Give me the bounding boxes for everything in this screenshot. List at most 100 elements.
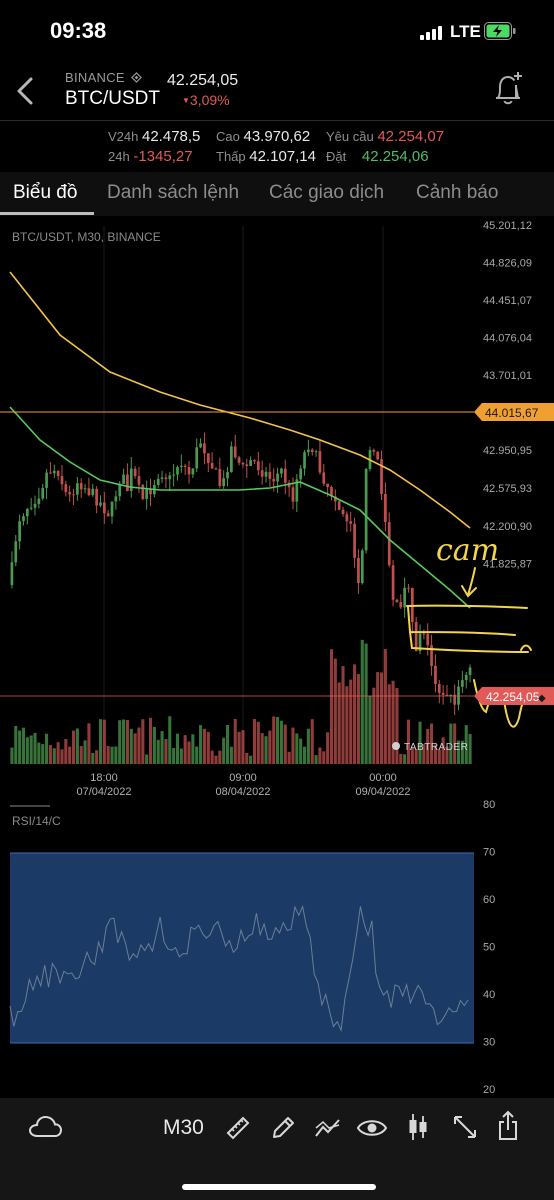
volume-bar: [199, 725, 203, 764]
volume-bar: [376, 672, 380, 764]
candles-icon[interactable]: [406, 1112, 430, 1142]
candle-body: [156, 478, 160, 485]
volume-bar: [68, 746, 72, 764]
binance-logo-icon: [130, 72, 142, 83]
price-tick-label: 44.076,04: [483, 333, 532, 345]
eye-icon[interactable]: [356, 1116, 388, 1140]
price-chart[interactable]: cam BTC/USDT, M30, BINANCE 45.201,12 44.8…: [0, 218, 554, 1098]
rsi-line: [9, 904, 469, 1033]
volume-bar: [133, 733, 137, 764]
volume-bar: [225, 725, 230, 764]
candle-body: [179, 465, 183, 468]
volume-bar: [322, 751, 326, 764]
tag-icon: ◆: [538, 693, 546, 704]
candle-body: [137, 476, 141, 485]
volume-bar: [56, 742, 60, 764]
candle-body: [187, 467, 191, 475]
home-indicator: [182, 1184, 376, 1190]
candle-body: [118, 483, 122, 497]
volume-bar: [187, 741, 191, 764]
network-type: LTE: [450, 22, 481, 41]
candle-body: [437, 683, 441, 693]
volume-bar: [291, 727, 295, 764]
volume-bar: [379, 672, 384, 764]
volume-bar: [256, 721, 260, 764]
volume-bar: [449, 723, 453, 764]
volume-bar: [372, 687, 376, 764]
stat-24h-change: 24h -1345,27: [108, 148, 193, 165]
volume-bar: [445, 746, 449, 764]
tab-order-book[interactable]: Danh sách lệnh: [107, 182, 240, 203]
candle-body: [461, 680, 464, 687]
pencil-icon[interactable]: [270, 1114, 296, 1142]
volume-bar: [41, 744, 45, 764]
candle-body: [322, 472, 326, 484]
volume-bar: [383, 649, 387, 764]
ma-fast-line: [9, 406, 471, 609]
time-tick-label: 09:00: [229, 772, 257, 784]
ruler-icon[interactable]: [224, 1114, 252, 1142]
indicators-icon[interactable]: [314, 1116, 342, 1140]
candle-body: [414, 621, 418, 652]
volume-bar: [172, 748, 176, 764]
back-chevron-icon[interactable]: [14, 74, 36, 108]
volume-bar: [214, 755, 218, 764]
volume-bar: [464, 725, 468, 764]
trading-pair: BTC/USDT: [65, 88, 160, 109]
candle-body: [349, 521, 353, 524]
candle-body: [468, 667, 472, 675]
tab-bar: Biểu đồ Danh sách lệnh Các giao dịch Cản…: [0, 172, 554, 216]
bell-plus-icon[interactable]: [490, 70, 526, 108]
candle-body: [149, 488, 152, 495]
candle-body: [372, 450, 376, 452]
price-tick-label: 44.451,07: [483, 295, 532, 307]
candle-body: [249, 460, 252, 467]
candle-body: [203, 443, 206, 454]
candle-body: [387, 522, 391, 566]
down-arrow-icon: ▼: [182, 96, 190, 105]
volume-bar: [168, 716, 172, 764]
candle-body: [222, 478, 226, 487]
price-tick-label: 42.950,95: [483, 445, 532, 457]
volume-bar: [302, 746, 307, 764]
volume-bar: [129, 728, 133, 764]
tab-chart[interactable]: Biểu đồ: [13, 182, 78, 203]
volume-bar: [110, 746, 114, 764]
candle-body: [79, 483, 83, 490]
candle-body: [83, 488, 87, 490]
volume-bar: [245, 752, 249, 764]
candle-body: [14, 541, 18, 563]
expand-icon[interactable]: [452, 1114, 478, 1140]
volume-bar: [237, 731, 241, 764]
volume-bar: [210, 750, 214, 764]
tab-alerts[interactable]: Cảnh báo: [416, 182, 499, 203]
volume-bar: [341, 666, 345, 764]
current-price-tag: [474, 687, 554, 705]
volume-bar: [137, 727, 141, 764]
candle-body: [210, 462, 214, 469]
volume-bar: [79, 745, 83, 764]
status-time: 09:38: [50, 18, 107, 43]
volume-bar: [353, 664, 357, 764]
volume-bar: [218, 750, 222, 764]
timeframe-selector[interactable]: M30: [163, 1116, 204, 1139]
candle-body: [283, 468, 287, 483]
candle-body: [337, 501, 341, 510]
candle-body: [256, 461, 260, 471]
volume-bar: [29, 735, 33, 764]
candle-body: [76, 483, 79, 495]
volume-bar: [233, 718, 237, 764]
date-tick-label: 08/04/2022: [215, 786, 270, 798]
candle-body: [418, 633, 422, 652]
bottom-toolbar: M30: [0, 1098, 554, 1200]
candle-body: [441, 692, 445, 695]
time-tick-label: 00:00: [369, 772, 397, 784]
tab-trades[interactable]: Các giao dịch: [269, 182, 385, 203]
volume-bar: [418, 721, 422, 764]
candle-body: [326, 483, 329, 488]
rsi-band: [10, 853, 474, 1043]
cloud-icon[interactable]: [28, 1114, 62, 1140]
share-icon[interactable]: [496, 1110, 520, 1142]
volume-bar: [399, 753, 403, 764]
volume-bar: [360, 639, 364, 764]
